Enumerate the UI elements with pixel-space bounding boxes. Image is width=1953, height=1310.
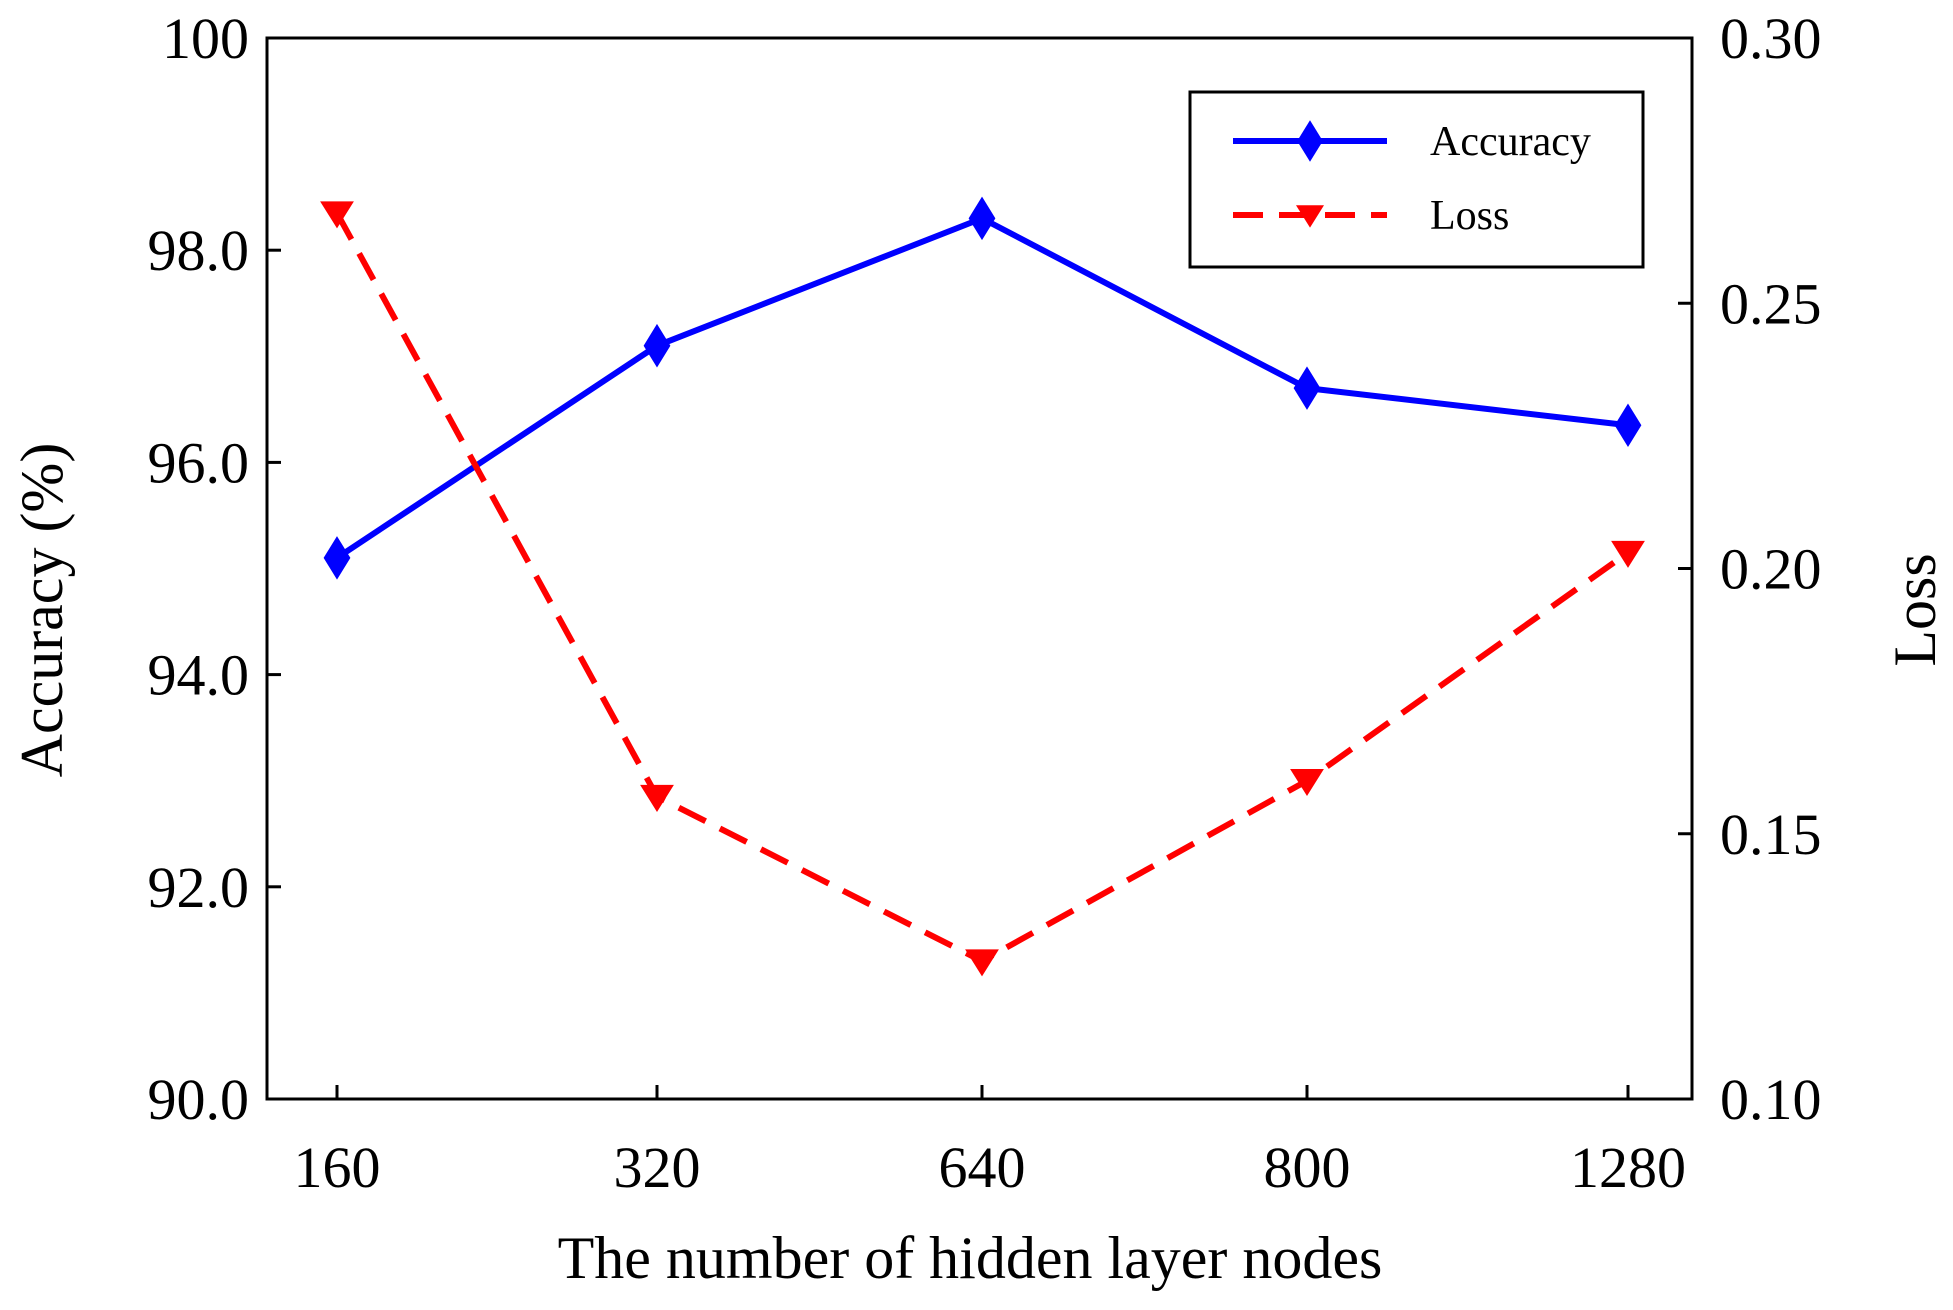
y-tick-label: 94.0 xyxy=(148,643,250,708)
x-tick-label: 160 xyxy=(294,1135,381,1200)
y-tick-label: 96.0 xyxy=(148,430,250,495)
accuracy-line xyxy=(335,215,1629,561)
y-tick-label: 92.0 xyxy=(148,855,250,920)
y-tick-label: 98.0 xyxy=(148,218,250,283)
legend-loss-label: Loss xyxy=(1430,193,1509,239)
y2-tick-label: 0.20 xyxy=(1720,537,1822,602)
legend-loss-marker xyxy=(1296,205,1324,228)
x-tick-label: 320 xyxy=(614,1135,701,1200)
y2-tick-label: 0.15 xyxy=(1720,802,1822,867)
loss-point xyxy=(1611,540,1645,568)
x-tick-label: 800 xyxy=(1264,1135,1351,1200)
loss-point xyxy=(1290,769,1324,797)
y-tick-label: 90.0 xyxy=(148,1067,250,1132)
loss-point xyxy=(965,949,999,977)
x-tick-label: 640 xyxy=(939,1135,1026,1200)
y-tick-label: 100 xyxy=(162,6,249,71)
legend-accuracy-label: Accuracy xyxy=(1430,119,1591,165)
y2-axis-title: Loss xyxy=(1882,553,1948,666)
y2-tick-label: 0.10 xyxy=(1720,1067,1822,1132)
y-axis-title: Accuracy (%) xyxy=(9,443,75,778)
y2-tick-label: 0.30 xyxy=(1720,6,1822,71)
legend-box xyxy=(1188,90,1645,269)
y2-tick-label: 0.25 xyxy=(1720,271,1822,336)
accuracy-point xyxy=(1614,403,1642,448)
accuracy-point xyxy=(1293,366,1321,410)
loss-point xyxy=(320,201,354,229)
accuracy-point xyxy=(643,323,671,368)
loss-point xyxy=(640,784,674,812)
loss-line xyxy=(334,211,1630,965)
legend-accuracy-marker xyxy=(1297,120,1323,162)
x-axis-title: The number of hidden layer nodes xyxy=(558,1225,1383,1291)
accuracy-point xyxy=(323,536,351,580)
accuracy-point xyxy=(968,196,996,241)
x-tick-label: 1280 xyxy=(1570,1135,1686,1200)
